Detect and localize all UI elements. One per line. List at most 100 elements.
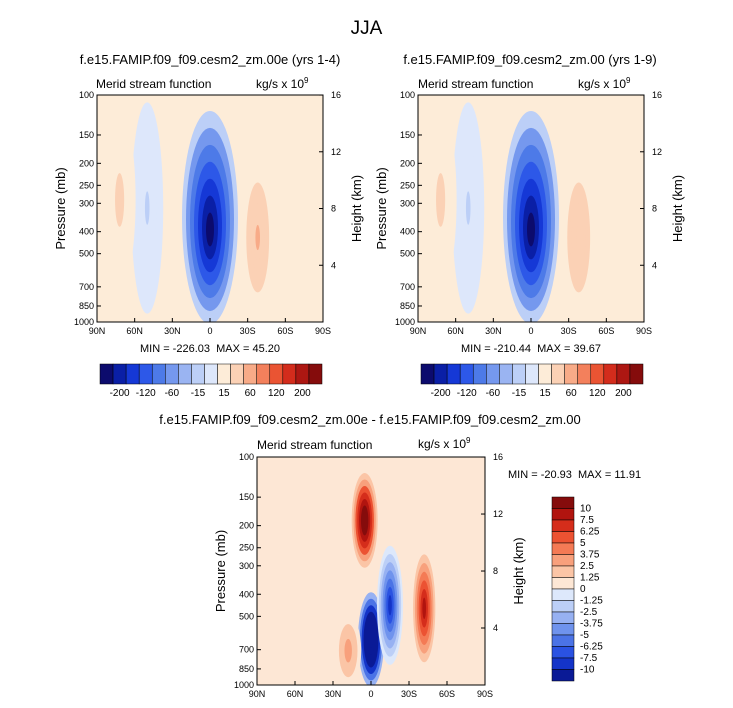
colorbar-swatch [112, 363, 127, 385]
colorbar-swatch [446, 363, 461, 385]
colorbar-swatch [551, 588, 575, 601]
x-tick-label: 30S [401, 689, 417, 699]
colorbar-swatch [577, 363, 592, 385]
panel-3-contour-band [388, 595, 392, 616]
panel-2-stats: MIN = -210.44 MAX = 39.67 [460, 343, 602, 355]
panel-1-units-base: kg/s x 10 [256, 77, 305, 91]
colorbar-label: 60 [245, 388, 257, 399]
x-tick-label: 30N [325, 689, 342, 699]
colorbar-label: -3.75 [580, 619, 603, 630]
y-axis-label: Pressure (mb) [213, 530, 228, 612]
x-tick-label: 60N [447, 326, 464, 336]
colorbar-label: -1.25 [580, 596, 603, 607]
colorbar-swatch [295, 363, 310, 385]
colorbar-swatch [178, 363, 192, 385]
x-tick-label: 0 [368, 689, 373, 699]
y-tick-label: 1000 [74, 317, 94, 327]
colorbar-swatch [125, 363, 140, 385]
panel-2-contour-band [465, 191, 471, 225]
colorbar-swatch [525, 363, 539, 385]
y2-axis-label: Height (km) [511, 537, 526, 604]
y-axis-label: Pressure (mb) [53, 167, 68, 249]
colorbar-swatch [308, 363, 323, 385]
colorbar-label: -10 [580, 665, 595, 676]
colorbar-swatch [165, 363, 179, 385]
y-axis-label: Pressure (mb) [374, 167, 389, 249]
y-tick-label: 300 [400, 198, 415, 208]
x-tick-label: 30S [561, 326, 577, 336]
x-tick-label: 60S [439, 689, 455, 699]
x-tick-label: 90S [315, 326, 331, 336]
panel-3-contour-band [422, 597, 427, 619]
panel-3-contour-band [362, 511, 367, 529]
x-tick-label: 30S [240, 326, 256, 336]
colorbar-label: 120 [268, 388, 285, 399]
colorbar-swatch [217, 363, 231, 385]
panel-3-units: kg/s x 109 [418, 436, 470, 451]
x-tick-label: 30N [164, 326, 181, 336]
panel-3-units-base: kg/s x 10 [418, 437, 467, 451]
colorbar-label: -2.5 [580, 607, 598, 618]
colorbar-label: -60 [165, 388, 180, 399]
colorbar-swatch [551, 531, 575, 544]
y-tick-label: 100 [400, 90, 415, 100]
colorbar-swatch [204, 363, 218, 385]
colorbar-swatch [551, 508, 575, 521]
y-tick-label: 700 [400, 282, 415, 292]
colorbar-panel-1: -200 -120 -60 -15 15 60 120 200 [99, 363, 323, 399]
colorbar-swatch [551, 669, 575, 682]
y-tick-label: 300 [79, 198, 94, 208]
y2-axis-label: Height (km) [670, 175, 685, 242]
y-tick-label: 150 [400, 130, 415, 140]
y-tick-label: 850 [79, 301, 94, 311]
colorbar-swatch [243, 363, 257, 385]
panel-1-units-exp: 9 [304, 76, 309, 85]
panel-2-variable-label: Merid stream function [418, 77, 534, 91]
y-tick-label: 700 [79, 282, 94, 292]
colorbar-label: -15 [191, 388, 206, 399]
panel-2-units: kg/s x 109 [578, 76, 630, 91]
colorbar-swatch [256, 363, 271, 385]
y2-tick-label: 8 [493, 566, 498, 576]
colorbar-label: 5 [580, 538, 586, 549]
y2-tick-label: 12 [331, 147, 341, 157]
panel-2-contour-band [438, 185, 443, 215]
colorbar-swatch [551, 611, 575, 624]
x-tick-label: 60S [277, 326, 293, 336]
colorbar-swatch [512, 363, 526, 385]
panel-1-variable-label: Merid stream function [96, 77, 212, 91]
y2-tick-label: 4 [652, 260, 657, 270]
y2-tick-label: 16 [331, 90, 341, 100]
panel-3-plot: 90N 60N 30N 0 30S 60S 90S 100 150 200 250 300 400 500… [213, 452, 526, 699]
panel-2-title: f.e15.FAMIP.f09_f09.cesm2_zm.00 (yrs 1-9… [403, 52, 657, 67]
colorbar-label: 0 [580, 584, 586, 595]
y2-tick-label: 16 [493, 452, 503, 462]
panel-2-field [418, 95, 644, 322]
colorbar-swatch [551, 565, 575, 578]
y-tick-label: 500 [239, 611, 254, 621]
colorbar-label: 7.5 [580, 515, 594, 526]
panel-1-contour-band [117, 185, 122, 215]
x-tick-label: 90N [410, 326, 427, 336]
colorbar-label: 3.75 [580, 550, 600, 561]
colorbar-swatch [459, 363, 474, 385]
x-tick-label: 60N [126, 326, 143, 336]
y-tick-label: 1000 [234, 680, 254, 690]
colorbar-swatch [616, 363, 631, 385]
panel-2-contour-band [527, 212, 535, 247]
panel-1-title: f.e15.FAMIP.f09_f09.cesm2_zm.00e (yrs 1-… [79, 52, 341, 67]
colorbar-swatch [486, 363, 500, 385]
x-tick-label: 30N [485, 326, 502, 336]
colorbar-swatch [551, 542, 575, 555]
colorbar-swatch [538, 363, 552, 385]
colorbar-swatch [551, 519, 575, 532]
panel-1-field [97, 95, 323, 322]
panel-3-units-exp: 9 [466, 436, 471, 445]
colorbar-swatch [564, 363, 578, 385]
y-tick-label: 500 [400, 249, 415, 259]
panel-2-units-exp: 9 [626, 76, 631, 85]
colorbar-label: -200 [431, 388, 451, 399]
colorbar-label: -15 [512, 388, 527, 399]
y-tick-label: 250 [239, 543, 254, 553]
